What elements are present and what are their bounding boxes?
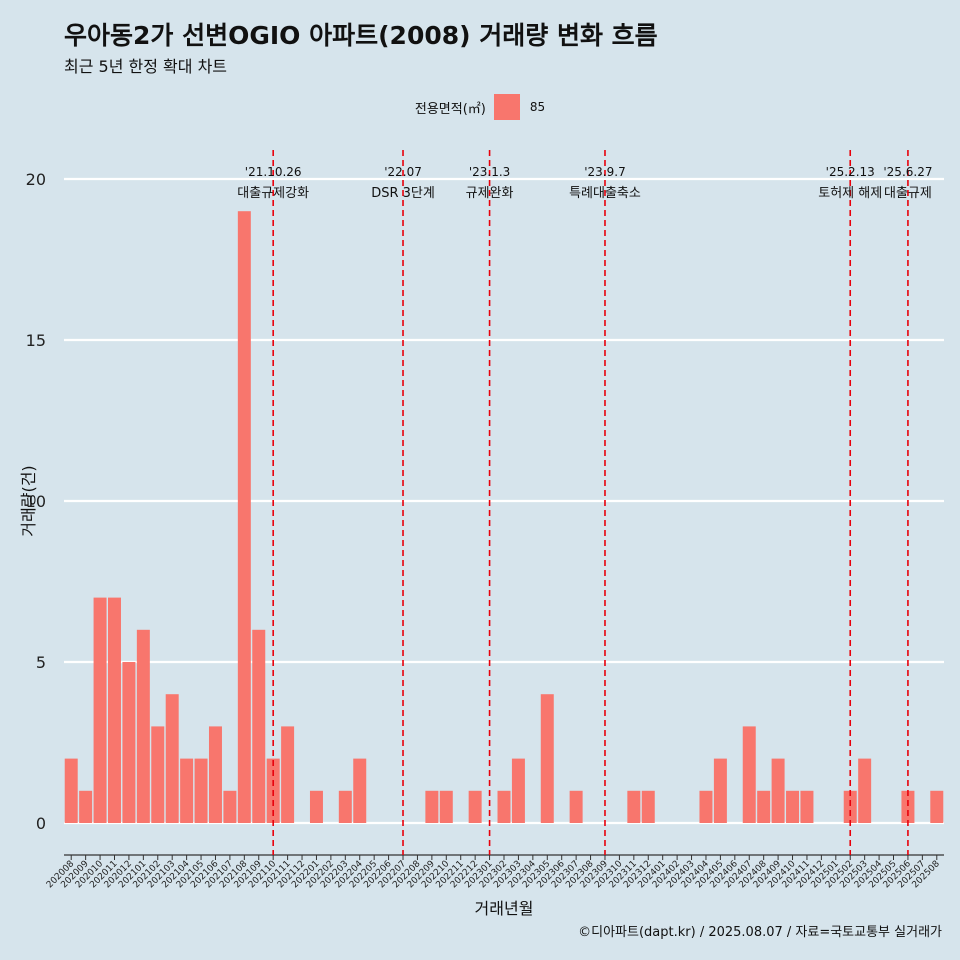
event-date: '25.2.13 <box>826 165 875 179</box>
chart-title: 우아동2가 선변OGIO 아파트(2008) 거래량 변화 흐름 <box>64 21 658 50</box>
chart-subtitle: 최근 5년 한정 확대 차트 <box>64 57 228 76</box>
legend: 전용면적(㎡) 85 <box>0 94 960 120</box>
y-tick-label: 15 <box>26 331 46 350</box>
bar <box>252 629 266 823</box>
event-date: '22.07 <box>384 165 422 179</box>
bar <box>79 790 93 823</box>
event-label: 토허제 해제 <box>818 186 882 201</box>
event-label: 규제완화 <box>466 186 514 201</box>
bar <box>237 211 251 823</box>
bar <box>165 694 179 823</box>
event-date: '25.6.27 <box>883 165 932 179</box>
bar <box>208 726 222 823</box>
source-caption: ©디아파트(dapt.kr) / 2025.08.07 / 자료=국토교통부 실… <box>578 925 942 940</box>
bar <box>281 726 295 823</box>
event-label: 대출규제강화 <box>237 186 309 201</box>
bar <box>122 662 136 823</box>
bar <box>858 758 872 823</box>
bar <box>468 790 482 823</box>
bar <box>180 758 194 823</box>
bar <box>800 790 814 823</box>
bar <box>569 790 583 823</box>
bar <box>497 790 511 823</box>
bar <box>353 758 367 823</box>
event-date: '23.1.3 <box>469 165 510 179</box>
event-label: DSR 3단계 <box>371 186 435 201</box>
y-tick-label: 5 <box>36 653 46 672</box>
event-date: '21.10.26 <box>245 165 302 179</box>
event-label: 특례대출축소 <box>569 186 641 201</box>
bar <box>699 790 713 823</box>
bar <box>901 790 915 823</box>
bar <box>843 790 857 823</box>
bar <box>194 758 208 823</box>
y-tick-label: 0 <box>36 814 46 833</box>
y-tick-label: 10 <box>26 492 46 511</box>
bar <box>786 790 800 823</box>
legend-swatch <box>493 94 520 120</box>
bar <box>540 694 554 823</box>
bar <box>713 758 727 823</box>
event-label: 대출규제 <box>884 186 932 201</box>
bar <box>64 758 78 823</box>
bar <box>151 726 165 823</box>
bar <box>757 790 771 823</box>
bar <box>771 758 785 823</box>
bar <box>930 790 944 823</box>
legend-label: 85 <box>529 100 546 114</box>
bar <box>627 790 641 823</box>
legend-title: 전용면적(㎡) <box>414 101 486 117</box>
bar <box>136 629 150 823</box>
x-axis-title: 거래년월 <box>475 899 534 918</box>
event-date: '23.9.7 <box>584 165 625 179</box>
bar <box>742 726 756 823</box>
bar <box>641 790 655 823</box>
bar <box>511 758 525 823</box>
bar <box>309 790 323 823</box>
bar <box>439 790 453 823</box>
bar <box>425 790 439 823</box>
bar <box>338 790 352 823</box>
y-axis-title: 거래량(건) <box>19 465 38 536</box>
bar <box>108 597 121 823</box>
bar <box>223 790 237 823</box>
bar <box>93 597 107 823</box>
y-tick-label: 20 <box>26 170 46 189</box>
